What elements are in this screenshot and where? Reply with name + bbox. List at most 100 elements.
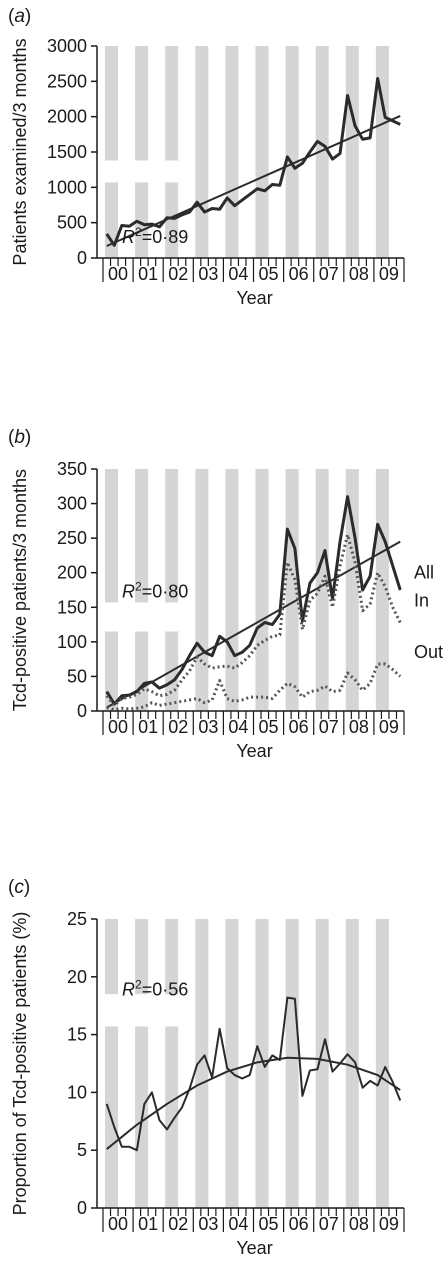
x-tick-label: 03 (198, 264, 218, 284)
y-tick-label: 50 (67, 666, 87, 686)
panel-label: (a) (8, 6, 31, 27)
x-tick-label: 02 (168, 264, 188, 284)
year-band (375, 919, 389, 1208)
year-band (135, 46, 149, 161)
year-band (225, 919, 239, 1208)
y-axis-title: Patients examined/3 months (10, 38, 30, 265)
year-band (135, 469, 149, 603)
y-tick-label: 3000 (47, 36, 87, 56)
x-tick-label: 04 (228, 717, 248, 737)
y-tick-label: 0 (77, 248, 87, 268)
year-band (165, 1026, 179, 1208)
r2-annotation: R2=0·56 (122, 977, 188, 999)
year-band (375, 46, 389, 258)
year-band (315, 469, 329, 711)
x-axis-title: Year (236, 1238, 272, 1258)
x-tick-label: 08 (349, 1214, 369, 1234)
series-line (105, 996, 402, 1152)
year-band (345, 46, 359, 258)
x-tick-label: 06 (289, 717, 309, 737)
series-line (105, 77, 401, 247)
r2-annotation: R2=0·89 (122, 225, 188, 247)
x-axis-title: Year (236, 741, 272, 761)
series-out (106, 662, 402, 712)
x-tick-label: 06 (289, 264, 309, 284)
x-tick-label: 07 (319, 717, 339, 737)
year-band (285, 46, 299, 258)
y-tick-label: 350 (57, 459, 87, 479)
y-tick-label: 1500 (47, 142, 87, 162)
year-band (345, 919, 359, 1208)
x-tick-label: 01 (138, 1214, 158, 1234)
x-tick-label: 00 (108, 717, 128, 737)
series-in (105, 533, 402, 707)
year-band (225, 46, 239, 258)
r2-annotation: R2=0·80 (122, 580, 188, 602)
y-tick-label: 2500 (47, 71, 87, 91)
year-band (195, 919, 209, 1208)
x-tick-label: 09 (379, 264, 399, 284)
panel-label: (b) (8, 427, 31, 448)
panel-a: (a) 0 500 1000 1500 2000 2500 3000 00 01 02 03 04 05 0… (8, 6, 405, 308)
panel-label: (c) (8, 877, 30, 898)
year-band (105, 182, 118, 258)
year-band (165, 919, 179, 995)
year-band (345, 469, 359, 711)
x-tick-label: 02 (168, 1214, 188, 1234)
y-tick-label: 0 (77, 1198, 87, 1218)
y-tick-label: 20 (67, 967, 87, 987)
x-tick-label: 03 (198, 717, 218, 737)
y-axis-title: Tcd-positive patients/3 months (10, 469, 30, 711)
x-tick-label: 00 (108, 1214, 128, 1234)
year-band (195, 469, 209, 711)
x-tick-label: 07 (319, 264, 339, 284)
y-axis-title: Proportion of Tcd-positive patients (%) (10, 912, 30, 1216)
year-band (135, 631, 149, 711)
year-band (165, 469, 179, 603)
x-tick-label: 05 (259, 1214, 279, 1234)
y-tick-label: 100 (57, 632, 87, 652)
year-band (225, 469, 239, 711)
series-label: Out (414, 642, 443, 662)
x-tick-label: 05 (259, 264, 279, 284)
year-band (165, 182, 179, 258)
x-tick-label: 04 (228, 264, 248, 284)
year-band (105, 469, 118, 603)
year-band (255, 46, 269, 258)
year-band (315, 46, 329, 258)
x-tick-label: 09 (379, 1214, 399, 1234)
x-tick-label: 07 (319, 1214, 339, 1234)
x-tick-label: 02 (168, 717, 188, 737)
x-tick-label: 06 (289, 1214, 309, 1234)
y-tick-label: 2000 (47, 107, 87, 127)
y-tick-label: 15 (67, 1025, 87, 1045)
y-tick-label: 10 (67, 1082, 87, 1102)
x-tick-label: 01 (138, 264, 158, 284)
year-band (285, 919, 299, 1208)
y-tick-label: 25 (67, 909, 87, 929)
y-tick-label: 500 (57, 213, 87, 233)
x-tick-label: 04 (228, 1214, 248, 1234)
year-band (105, 631, 118, 711)
y-tick-label: 250 (57, 528, 87, 548)
x-tick-label: 08 (349, 264, 369, 284)
x-tick-label: 05 (259, 717, 279, 737)
x-tick-label: 03 (198, 1214, 218, 1234)
y-tick-label: 0 (77, 701, 87, 721)
x-tick-label: 08 (349, 717, 369, 737)
year-band (105, 919, 118, 995)
series-label: All (414, 563, 434, 583)
y-tick-label: 5 (77, 1140, 87, 1160)
panel-b: (b) 0 50 100 150 200 250 300 350 00 01 02 03 04 05 06 07… (8, 427, 443, 761)
y-tick-label: 300 (57, 494, 87, 514)
year-band (255, 469, 269, 711)
year-band (255, 919, 269, 1208)
y-tick-label: 200 (57, 563, 87, 583)
year-band (135, 919, 149, 995)
series-all (105, 495, 402, 706)
x-axis-title: Year (236, 288, 272, 308)
year-band (195, 46, 209, 258)
x-tick-label: 01 (138, 717, 158, 737)
